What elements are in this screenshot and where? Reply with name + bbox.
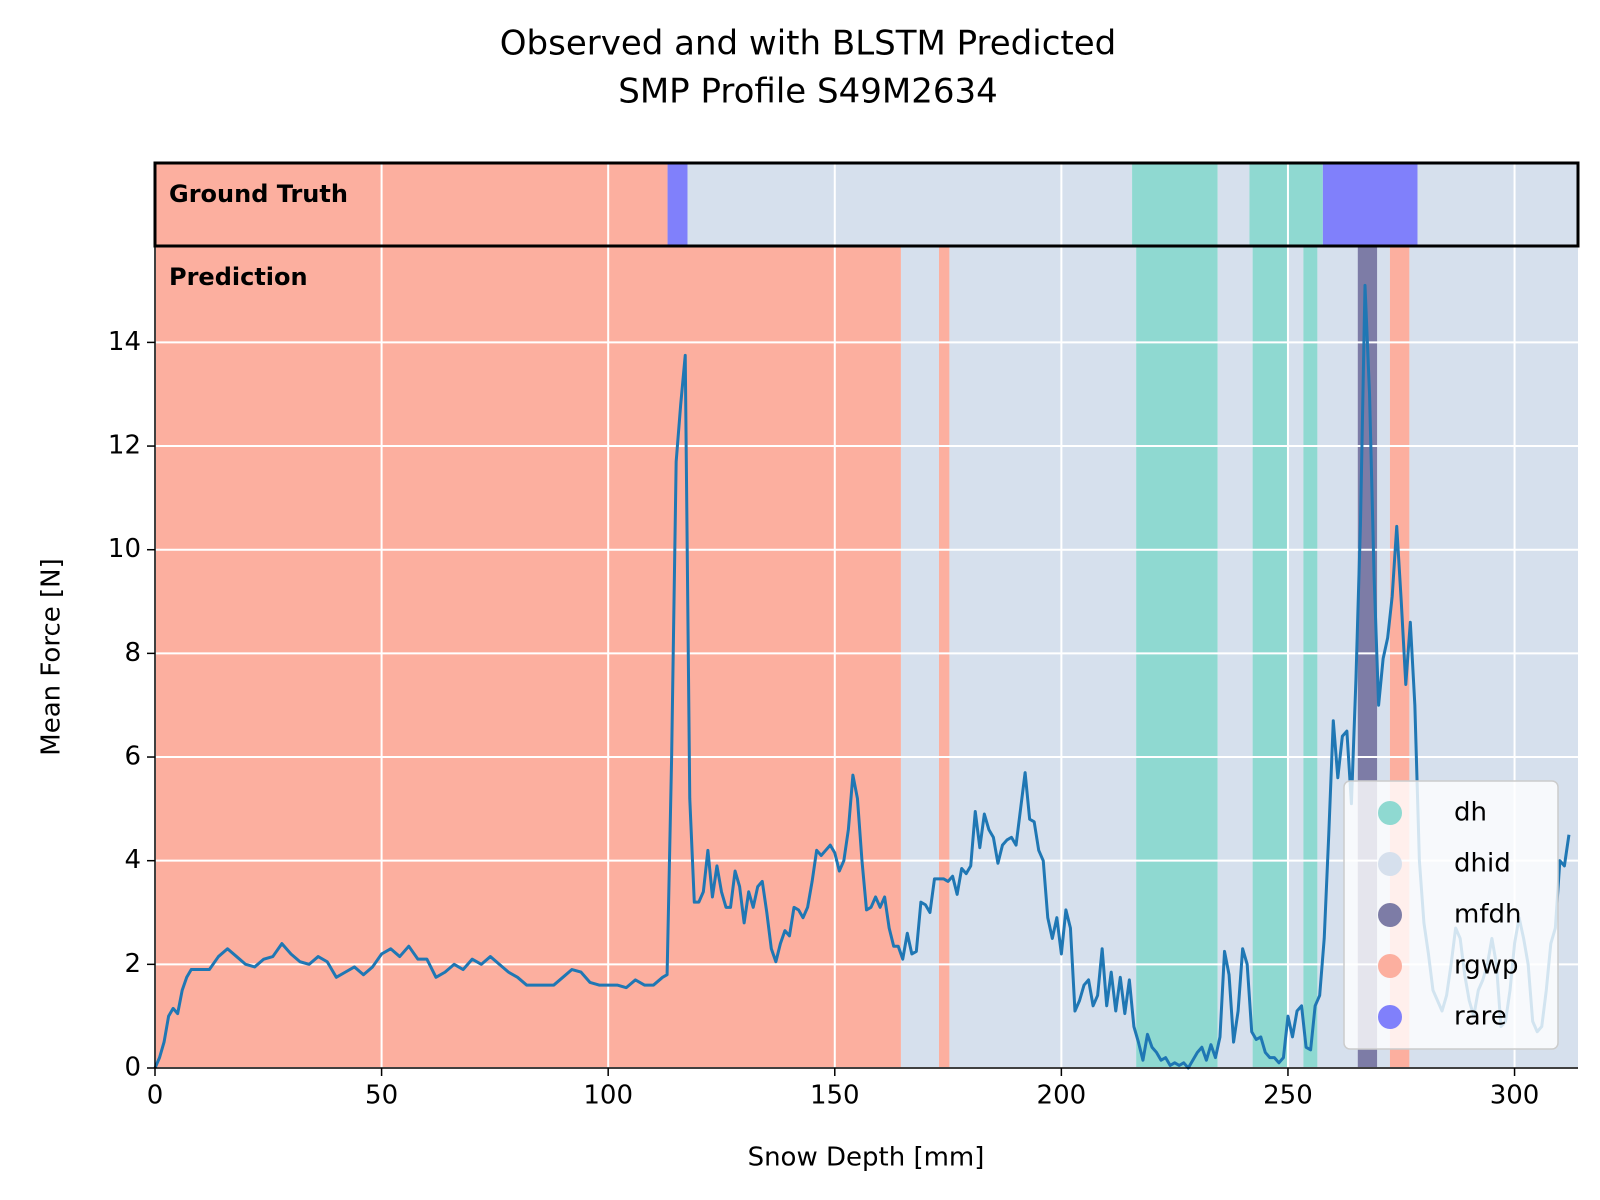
- class-span: [1217, 246, 1253, 1068]
- y-tick-label: 12: [108, 431, 141, 461]
- x-tick-label: 150: [810, 1081, 860, 1111]
- legend-marker: [1378, 801, 1402, 825]
- spans: [155, 163, 1578, 1068]
- legend-marker: [1378, 903, 1402, 927]
- strip-label: Ground Truth: [169, 180, 348, 208]
- class-span: [667, 163, 688, 246]
- legend-marker: [1378, 1005, 1402, 1029]
- y-tick-label: 14: [108, 327, 141, 357]
- x-tick-label: 0: [147, 1081, 164, 1111]
- class-span: [1417, 163, 1578, 246]
- y-tick-label: 10: [108, 534, 141, 564]
- legend-marker: [1378, 852, 1402, 876]
- class-span: [900, 246, 940, 1068]
- legend-box: [1343, 780, 1559, 1050]
- x-tick-label: 200: [1037, 1081, 1087, 1111]
- class-span: [1217, 163, 1250, 246]
- legend-label: rgwp: [1454, 951, 1519, 981]
- class-span: [155, 246, 901, 1068]
- legend-label: dh: [1454, 798, 1487, 828]
- legend-label: dhid: [1454, 849, 1511, 879]
- class-span: [1303, 246, 1318, 1068]
- x-tick-label: 250: [1263, 1081, 1313, 1111]
- x-tick-label: 50: [365, 1081, 398, 1111]
- legend-marker: [1378, 954, 1402, 978]
- class-span: [155, 163, 668, 246]
- class-span: [1322, 163, 1418, 246]
- legend: dh dhid mfdh rgwp rare: [1343, 780, 1559, 1050]
- strip-frame: [153, 161, 1580, 248]
- y-tick-label: 2: [124, 949, 141, 979]
- class-span: [687, 163, 1133, 246]
- legend-label: rare: [1454, 1002, 1507, 1032]
- y-axis-label: Mean Force [N]: [37, 558, 67, 755]
- frames: 0 50 100 150 200 250 300 0 2 4 6 8 10 12 14 Ground Trut…: [108, 161, 1580, 1111]
- class-span: [939, 246, 950, 1068]
- lines: [153, 283, 1571, 1070]
- strip-label: Prediction: [169, 263, 308, 291]
- class-span: [949, 246, 1137, 1068]
- y-tick-label: 4: [124, 845, 141, 875]
- legend-label: mfdh: [1454, 900, 1521, 930]
- x-tick-label: 100: [583, 1081, 633, 1111]
- class-span: [1132, 163, 1218, 246]
- force-line: [153, 283, 1571, 1070]
- class-span: [1136, 246, 1218, 1068]
- class-span: [1252, 246, 1288, 1068]
- y-tick-label: 8: [124, 638, 141, 668]
- y-tick-label: 6: [124, 742, 141, 772]
- x-tick-label: 300: [1490, 1081, 1540, 1111]
- class-span: [1249, 163, 1323, 246]
- chart-subtitle: SMP Profile S49M2634: [618, 72, 997, 112]
- x-axis-label: Snow Depth [mm]: [748, 1143, 985, 1173]
- y-tick-label: 0: [124, 1053, 141, 1083]
- class-span: [1287, 246, 1304, 1068]
- chart-title: Observed and with BLSTM Predicted: [500, 24, 1116, 64]
